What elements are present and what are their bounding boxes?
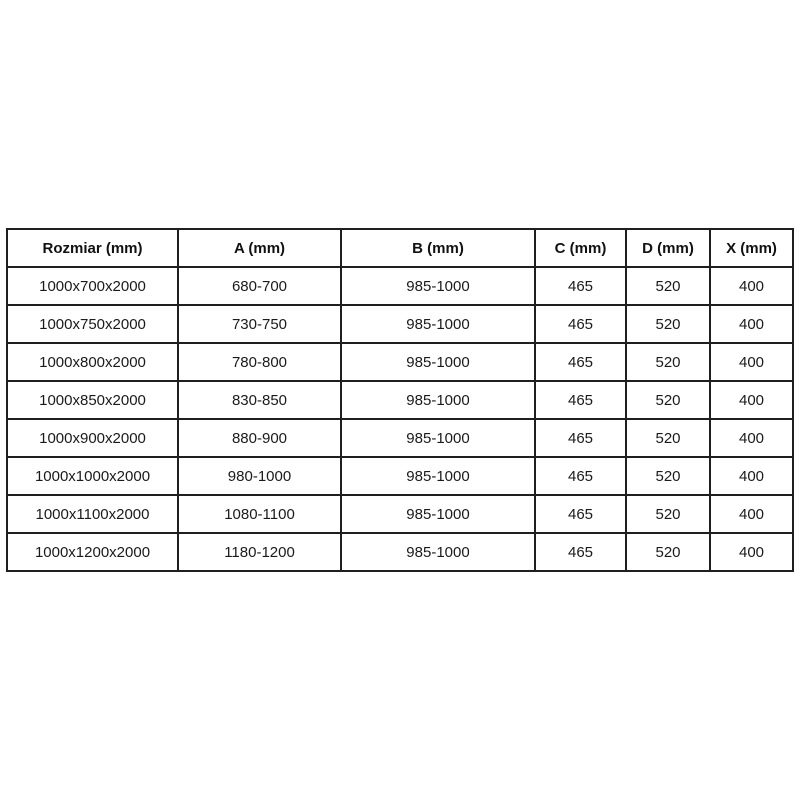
column-header-x: X (mm) — [709, 228, 794, 268]
table-cell-d: 520 — [625, 304, 711, 344]
table-cell-a: 730-750 — [177, 304, 342, 344]
table-cell-x: 400 — [709, 456, 794, 496]
table-cell-d: 520 — [625, 456, 711, 496]
table-header-row: Rozmiar (mm) A (mm) B (mm) C (mm) D (mm)… — [6, 228, 794, 268]
column-header-b: B (mm) — [340, 228, 536, 268]
table-cell-rozmiar: 1000x1000x2000 — [6, 456, 179, 496]
table-cell-b: 985-1000 — [340, 418, 536, 458]
table-row: 1000x1000x2000 980-1000 985-1000 465 520… — [6, 456, 794, 496]
table-row: 1000x800x2000 780-800 985-1000 465 520 4… — [6, 342, 794, 382]
table-cell-b: 985-1000 — [340, 494, 536, 534]
table-cell-d: 520 — [625, 266, 711, 306]
column-header-rozmiar: Rozmiar (mm) — [6, 228, 179, 268]
table-cell-rozmiar: 1000x850x2000 — [6, 380, 179, 420]
table-cell-d: 520 — [625, 380, 711, 420]
table-row: 1000x900x2000 880-900 985-1000 465 520 4… — [6, 418, 794, 458]
table-cell-rozmiar: 1000x1100x2000 — [6, 494, 179, 534]
table-cell-c: 465 — [534, 494, 627, 534]
table-row: 1000x1200x2000 1180-1200 985-1000 465 52… — [6, 532, 794, 572]
size-spec-table: Rozmiar (mm) A (mm) B (mm) C (mm) D (mm)… — [6, 228, 794, 572]
table-cell-c: 465 — [534, 418, 627, 458]
table-cell-b: 985-1000 — [340, 380, 536, 420]
table-cell-x: 400 — [709, 380, 794, 420]
table-cell-a: 680-700 — [177, 266, 342, 306]
table-cell-rozmiar: 1000x900x2000 — [6, 418, 179, 458]
table-cell-b: 985-1000 — [340, 532, 536, 572]
table-cell-b: 985-1000 — [340, 456, 536, 496]
table-cell-rozmiar: 1000x750x2000 — [6, 304, 179, 344]
table-row: 1000x700x2000 680-700 985-1000 465 520 4… — [6, 266, 794, 306]
table-cell-x: 400 — [709, 532, 794, 572]
table-cell-c: 465 — [534, 380, 627, 420]
table-cell-c: 465 — [534, 532, 627, 572]
table-cell-x: 400 — [709, 494, 794, 534]
table-cell-x: 400 — [709, 342, 794, 382]
table-cell-c: 465 — [534, 266, 627, 306]
table-cell-x: 400 — [709, 304, 794, 344]
table-cell-b: 985-1000 — [340, 342, 536, 382]
table-cell-b: 985-1000 — [340, 266, 536, 306]
table-cell-a: 780-800 — [177, 342, 342, 382]
table-row: 1000x850x2000 830-850 985-1000 465 520 4… — [6, 380, 794, 420]
table-cell-d: 520 — [625, 418, 711, 458]
table-cell-a: 1080-1100 — [177, 494, 342, 534]
table-cell-x: 400 — [709, 418, 794, 458]
column-header-a: A (mm) — [177, 228, 342, 268]
table-cell-rozmiar: 1000x1200x2000 — [6, 532, 179, 572]
table-row: 1000x750x2000 730-750 985-1000 465 520 4… — [6, 304, 794, 344]
table-cell-rozmiar: 1000x700x2000 — [6, 266, 179, 306]
table-body: 1000x700x2000 680-700 985-1000 465 520 4… — [6, 266, 794, 572]
table-cell-a: 830-850 — [177, 380, 342, 420]
column-header-d: D (mm) — [625, 228, 711, 268]
table-cell-rozmiar: 1000x800x2000 — [6, 342, 179, 382]
table-cell-a: 1180-1200 — [177, 532, 342, 572]
table-cell-c: 465 — [534, 342, 627, 382]
table-cell-d: 520 — [625, 532, 711, 572]
table-cell-d: 520 — [625, 494, 711, 534]
table-cell-a: 980-1000 — [177, 456, 342, 496]
table-cell-a: 880-900 — [177, 418, 342, 458]
table-cell-d: 520 — [625, 342, 711, 382]
table-cell-x: 400 — [709, 266, 794, 306]
table-cell-c: 465 — [534, 456, 627, 496]
column-header-c: C (mm) — [534, 228, 627, 268]
table-row: 1000x1100x2000 1080-1100 985-1000 465 52… — [6, 494, 794, 534]
table-cell-c: 465 — [534, 304, 627, 344]
table-cell-b: 985-1000 — [340, 304, 536, 344]
